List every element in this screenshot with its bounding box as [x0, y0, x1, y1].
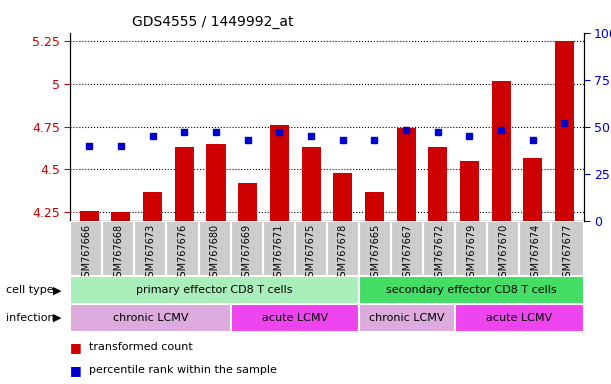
Text: GSM767678: GSM767678: [338, 223, 348, 283]
Bar: [391, 221, 423, 276]
Text: GSM767674: GSM767674: [530, 223, 540, 283]
Bar: [231, 304, 359, 332]
Bar: [523, 157, 543, 221]
Bar: [238, 183, 257, 221]
Text: acute LCMV: acute LCMV: [486, 313, 552, 323]
Bar: [519, 221, 552, 276]
Bar: [359, 276, 584, 304]
Bar: [302, 147, 321, 221]
Bar: [103, 221, 134, 276]
Text: GSM767672: GSM767672: [434, 223, 444, 283]
Bar: [455, 304, 584, 332]
Text: GSM767670: GSM767670: [499, 223, 508, 283]
Bar: [359, 221, 391, 276]
Text: GSM767669: GSM767669: [242, 223, 252, 283]
Text: transformed count: transformed count: [89, 342, 192, 352]
Bar: [166, 221, 199, 276]
Text: GSM767679: GSM767679: [466, 223, 476, 283]
Bar: [295, 221, 327, 276]
Bar: [460, 161, 479, 221]
Bar: [175, 147, 194, 221]
Bar: [333, 173, 352, 221]
Text: ▶: ▶: [53, 285, 62, 295]
Bar: [231, 221, 263, 276]
Bar: [134, 221, 166, 276]
Text: GSM767673: GSM767673: [145, 223, 155, 283]
Bar: [327, 221, 359, 276]
Text: GSM767680: GSM767680: [210, 223, 219, 283]
Text: chronic LCMV: chronic LCMV: [369, 313, 445, 323]
Bar: [428, 147, 447, 221]
Bar: [270, 125, 289, 221]
Text: acute LCMV: acute LCMV: [262, 313, 328, 323]
Text: GSM767666: GSM767666: [81, 223, 91, 283]
Bar: [111, 212, 131, 221]
Bar: [359, 304, 455, 332]
Bar: [70, 221, 103, 276]
Text: GSM767668: GSM767668: [114, 223, 123, 283]
Text: secondary effector CD8 T cells: secondary effector CD8 T cells: [386, 285, 557, 295]
Text: GSM767677: GSM767677: [563, 223, 573, 283]
Bar: [70, 276, 359, 304]
Text: GSM767671: GSM767671: [274, 223, 284, 283]
Text: ■: ■: [70, 341, 82, 354]
Text: GDS4555 / 1449992_at: GDS4555 / 1449992_at: [132, 15, 293, 29]
Bar: [80, 210, 99, 221]
Bar: [70, 304, 231, 332]
Bar: [207, 144, 225, 221]
Text: cell type: cell type: [6, 285, 54, 295]
Text: GSM767676: GSM767676: [178, 223, 188, 283]
Bar: [365, 192, 384, 221]
Bar: [555, 41, 574, 221]
Bar: [143, 192, 162, 221]
Text: ■: ■: [70, 364, 82, 377]
Text: GSM767667: GSM767667: [402, 223, 412, 283]
Text: infection: infection: [6, 313, 55, 323]
Text: GSM767675: GSM767675: [306, 223, 316, 283]
Text: percentile rank within the sample: percentile rank within the sample: [89, 365, 276, 375]
Text: ▶: ▶: [53, 313, 62, 323]
Bar: [397, 128, 415, 221]
Text: GSM767665: GSM767665: [370, 223, 380, 283]
Bar: [423, 221, 455, 276]
Text: primary effector CD8 T cells: primary effector CD8 T cells: [136, 285, 293, 295]
Bar: [552, 221, 584, 276]
Text: chronic LCMV: chronic LCMV: [112, 313, 188, 323]
Bar: [199, 221, 231, 276]
Bar: [488, 221, 519, 276]
Bar: [492, 81, 511, 221]
Bar: [455, 221, 488, 276]
Bar: [263, 221, 295, 276]
